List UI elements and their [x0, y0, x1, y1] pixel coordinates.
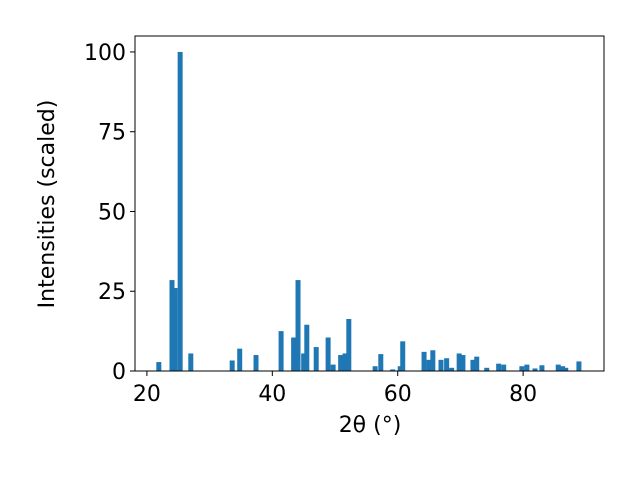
- bar: [397, 366, 403, 371]
- bar: [400, 341, 406, 371]
- bar: [430, 350, 436, 371]
- y-tick-label: 0: [112, 360, 126, 385]
- y-tick-label: 25: [98, 280, 126, 305]
- bar: [438, 359, 444, 371]
- y-tick-label: 100: [84, 41, 126, 66]
- bar: [342, 353, 348, 371]
- bar: [456, 353, 462, 371]
- bar: [295, 280, 301, 371]
- bar: [563, 367, 569, 371]
- x-tick-label: 20: [133, 382, 161, 407]
- bar: [177, 51, 183, 371]
- bar: [390, 369, 396, 371]
- x-tick-label: 40: [258, 382, 286, 407]
- bar: [444, 358, 450, 371]
- bar: [338, 355, 344, 371]
- y-tick-label: 75: [98, 121, 126, 146]
- bar: [237, 348, 243, 371]
- bar: [470, 359, 476, 371]
- plot-frame: [134, 35, 605, 372]
- bar: [188, 353, 194, 371]
- bar: [474, 356, 480, 371]
- bar: [449, 367, 455, 371]
- bar: [519, 366, 525, 371]
- bar: [576, 361, 582, 371]
- bar: [313, 347, 319, 371]
- bar: [560, 366, 566, 371]
- bar: [378, 354, 384, 371]
- bar: [253, 355, 259, 371]
- bar: [304, 324, 310, 371]
- bar: [532, 368, 538, 371]
- bar: [301, 353, 307, 371]
- bar: [501, 364, 507, 371]
- bar: [496, 363, 502, 371]
- bar: [426, 359, 432, 371]
- y-tick-label: 50: [98, 200, 126, 225]
- x-tick-label: 60: [384, 382, 412, 407]
- bar: [539, 365, 545, 371]
- bar: [229, 360, 235, 371]
- bar: [330, 364, 336, 371]
- bar: [325, 337, 331, 371]
- bar: [460, 355, 466, 371]
- bar: [484, 367, 490, 371]
- y-axis-label: Intensities (scaled): [35, 100, 60, 309]
- bar: [172, 288, 178, 371]
- bar: [291, 337, 297, 371]
- bar: [346, 318, 352, 371]
- bar: [555, 364, 561, 371]
- x-axis-label: 2θ (°): [339, 413, 402, 438]
- bar: [169, 280, 175, 371]
- x-tick-label: 80: [509, 382, 537, 407]
- bar: [156, 362, 162, 371]
- bar: [278, 331, 284, 371]
- bar: [524, 364, 530, 371]
- bar: [372, 366, 378, 371]
- bar: [421, 351, 427, 371]
